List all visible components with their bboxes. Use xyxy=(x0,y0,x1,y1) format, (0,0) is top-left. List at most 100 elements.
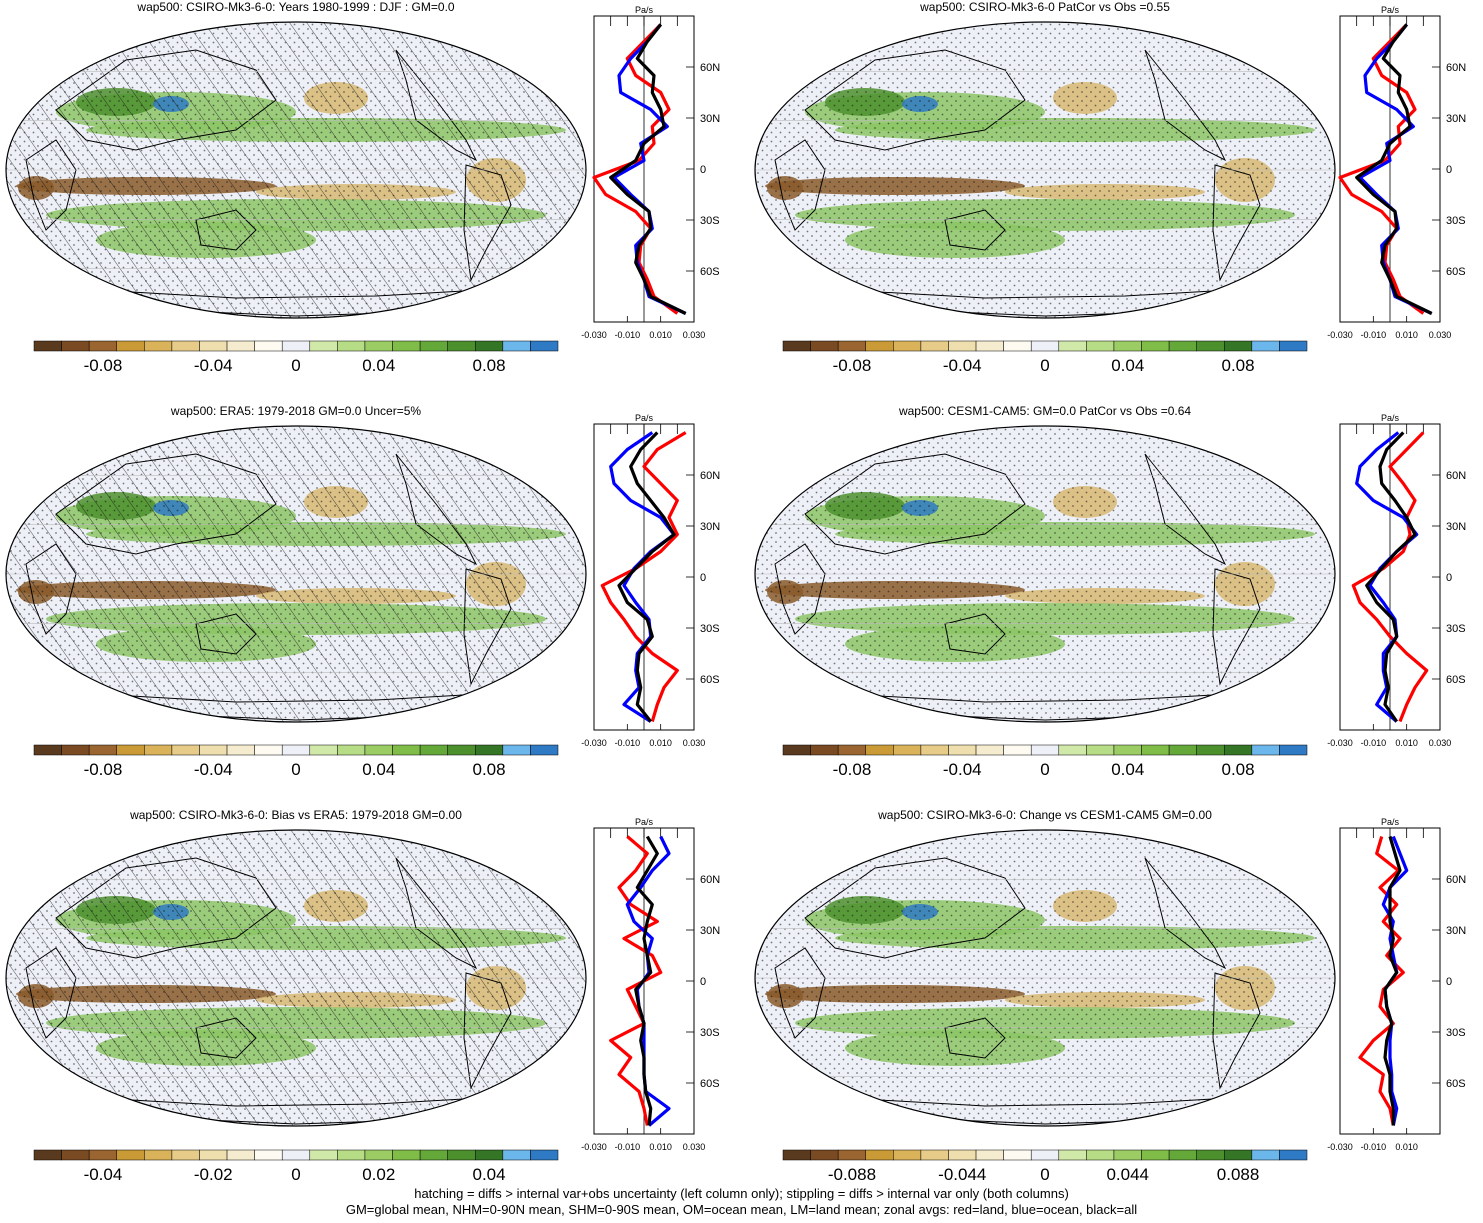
colorbar-swatch xyxy=(1030,744,1060,756)
map-outline-p1 xyxy=(5,21,587,319)
colorbar-swatch xyxy=(502,1149,531,1161)
colorbar-swatch xyxy=(392,744,421,756)
colorbar-label: 0 xyxy=(1040,1165,1049,1184)
colorbar-label: 0.044 xyxy=(1106,1165,1149,1184)
zonal-profile-p2: Pa/s 60N 30N 0 30S 60S -0.030 -0.010 0.010 0.030 xyxy=(1327,5,1466,340)
colorbar-swatch xyxy=(975,1149,1004,1161)
colorbar-swatch xyxy=(1279,744,1308,756)
panel-title-p5: wap500: CSIRO-Mk3-6-0: Bias vs ERA5: 197… xyxy=(130,808,462,822)
profile-line-land xyxy=(1338,23,1425,315)
colorbar-swatch xyxy=(1224,340,1253,352)
profile-line-land xyxy=(600,431,687,722)
map-outline-p4 xyxy=(754,425,1336,723)
lat-label: 30N xyxy=(1446,113,1466,125)
colorbar-label: 0.04 xyxy=(362,760,395,779)
map-p4 xyxy=(754,425,1336,723)
colorbar-swatch xyxy=(419,1149,448,1161)
colorbar-swatch xyxy=(475,340,504,352)
map-field-p5 xyxy=(6,830,586,1126)
profile-x-label: -0.010 xyxy=(615,330,641,340)
colorbar-label: -0.04 xyxy=(194,356,233,375)
map-field-p4 xyxy=(755,426,1335,722)
colorbar-swatch xyxy=(837,1149,866,1161)
colorbar-swatch xyxy=(171,1149,200,1161)
colorbar-swatch xyxy=(837,340,866,352)
colorbar-swatch xyxy=(447,1149,476,1161)
map-p1 xyxy=(5,21,587,319)
colorbar-label: 0.088 xyxy=(1217,1165,1260,1184)
colorbar-swatch xyxy=(1086,1149,1115,1161)
colorbar-swatch xyxy=(475,1149,504,1161)
colorbar-swatch xyxy=(1251,744,1280,756)
panel-title-p2: wap500: CSIRO-Mk3-6-0 PatCor vs Obs =0.5… xyxy=(920,0,1170,14)
map-field-p2 xyxy=(755,22,1335,318)
colorbar-swatch xyxy=(1086,340,1115,352)
lat-label: 60N xyxy=(700,62,720,74)
colorbar-swatch xyxy=(810,340,839,352)
lat-label: 30N xyxy=(1446,521,1466,533)
profile-x-label: -0.030 xyxy=(1327,1142,1353,1152)
profile-x-label: 0.010 xyxy=(1395,738,1418,748)
colorbar-swatch xyxy=(502,744,531,756)
colorbar-swatch xyxy=(33,340,62,352)
profile-x-label: -0.010 xyxy=(1361,1142,1387,1152)
colorbar-swatch xyxy=(281,1149,311,1161)
colorbar-swatch xyxy=(171,340,200,352)
colorbar-swatch xyxy=(1168,1149,1197,1161)
colorbar-label: -0.088 xyxy=(828,1165,876,1184)
zonal-profile-p6: Pa/s 60N 30N 0 30S 60S -0.030 -0.010 0.010 xyxy=(1327,817,1466,1152)
map-outline-p5 xyxy=(5,829,587,1127)
colorbar-swatch xyxy=(144,1149,173,1161)
colorbar-label: -0.08 xyxy=(84,760,123,779)
colorbar-swatch xyxy=(1224,1149,1253,1161)
colorbar-swatch xyxy=(893,340,922,352)
colorbar-label: 0.04 xyxy=(362,356,395,375)
colorbar-p2: -0.08 -0.04 0 0.04 0.08 xyxy=(782,340,1308,375)
profile-line-all xyxy=(1355,23,1433,315)
colorbar-swatch xyxy=(419,744,448,756)
profile-x-label: -0.010 xyxy=(1361,738,1387,748)
colorbar-swatch xyxy=(1279,340,1308,352)
zonal-profile-p4: Pa/s 60N 30N 0 30S 60S -0.030 -0.010 0.010 0.030 xyxy=(1327,413,1466,748)
profile-line-all xyxy=(1365,431,1417,723)
profile-line-land xyxy=(1351,431,1429,723)
colorbar-swatch xyxy=(948,340,977,352)
colorbar-swatch xyxy=(364,744,393,756)
colorbar-swatch xyxy=(1141,340,1170,352)
colorbar-swatch xyxy=(116,340,145,352)
lat-label: 60S xyxy=(700,266,720,278)
colorbar-swatch xyxy=(1251,1149,1280,1161)
panel-p6: -0.088 -0.044 0 0.044 0.088 Pa/s 60N 30N 0 30S 60S… xyxy=(754,817,1466,1184)
lat-label: 0 xyxy=(700,976,706,988)
colorbar-swatch xyxy=(782,1149,811,1161)
profile-x-label: 0.030 xyxy=(683,738,706,748)
profile-x-label: -0.030 xyxy=(581,330,607,340)
colorbar-swatch xyxy=(1279,1149,1308,1161)
colorbar-swatch xyxy=(171,744,200,756)
colorbar-swatch xyxy=(1003,340,1032,352)
colorbar-swatch xyxy=(88,340,117,352)
colorbar-swatch xyxy=(975,340,1004,352)
profile-x-label: -0.010 xyxy=(1361,330,1387,340)
colorbar-p1: -0.08 -0.04 0 0.04 0.08 xyxy=(33,340,559,375)
colorbar-label: 0.08 xyxy=(473,356,506,375)
colorbar-label: -0.04 xyxy=(943,760,982,779)
colorbar-swatch xyxy=(116,744,145,756)
colorbar-swatch xyxy=(1003,744,1032,756)
panel-p3: -0.08 -0.04 0 0.04 0.08 Pa/s 60N 30N 0 30S 60S -0.0… xyxy=(5,413,720,779)
colorbar-label: 0.04 xyxy=(473,1165,506,1184)
colorbar-label: -0.044 xyxy=(938,1165,986,1184)
colorbar-swatch xyxy=(33,744,62,756)
colorbar-p5: -0.04 -0.02 0 0.02 0.04 xyxy=(33,1149,559,1184)
zonal-profile-p5: Pa/s 60N 30N 0 30S 60S -0.030 -0.010 0.010 0.030 xyxy=(581,817,720,1152)
profile-x-label: 0.010 xyxy=(649,330,672,340)
lat-label: 60N xyxy=(700,470,720,482)
panel-title-p4: wap500: CESM1-CAM5: GM=0.0 PatCor vs Obs… xyxy=(898,404,1192,418)
map-field-p3 xyxy=(6,426,586,722)
map-field-p6 xyxy=(755,830,1335,1126)
colorbar-swatch xyxy=(1168,744,1197,756)
footer-line-1: hatching = diffs > internal var+obs unce… xyxy=(414,1186,1069,1201)
colorbar-label: 0.04 xyxy=(1111,760,1144,779)
lat-label: 30S xyxy=(1446,215,1466,227)
